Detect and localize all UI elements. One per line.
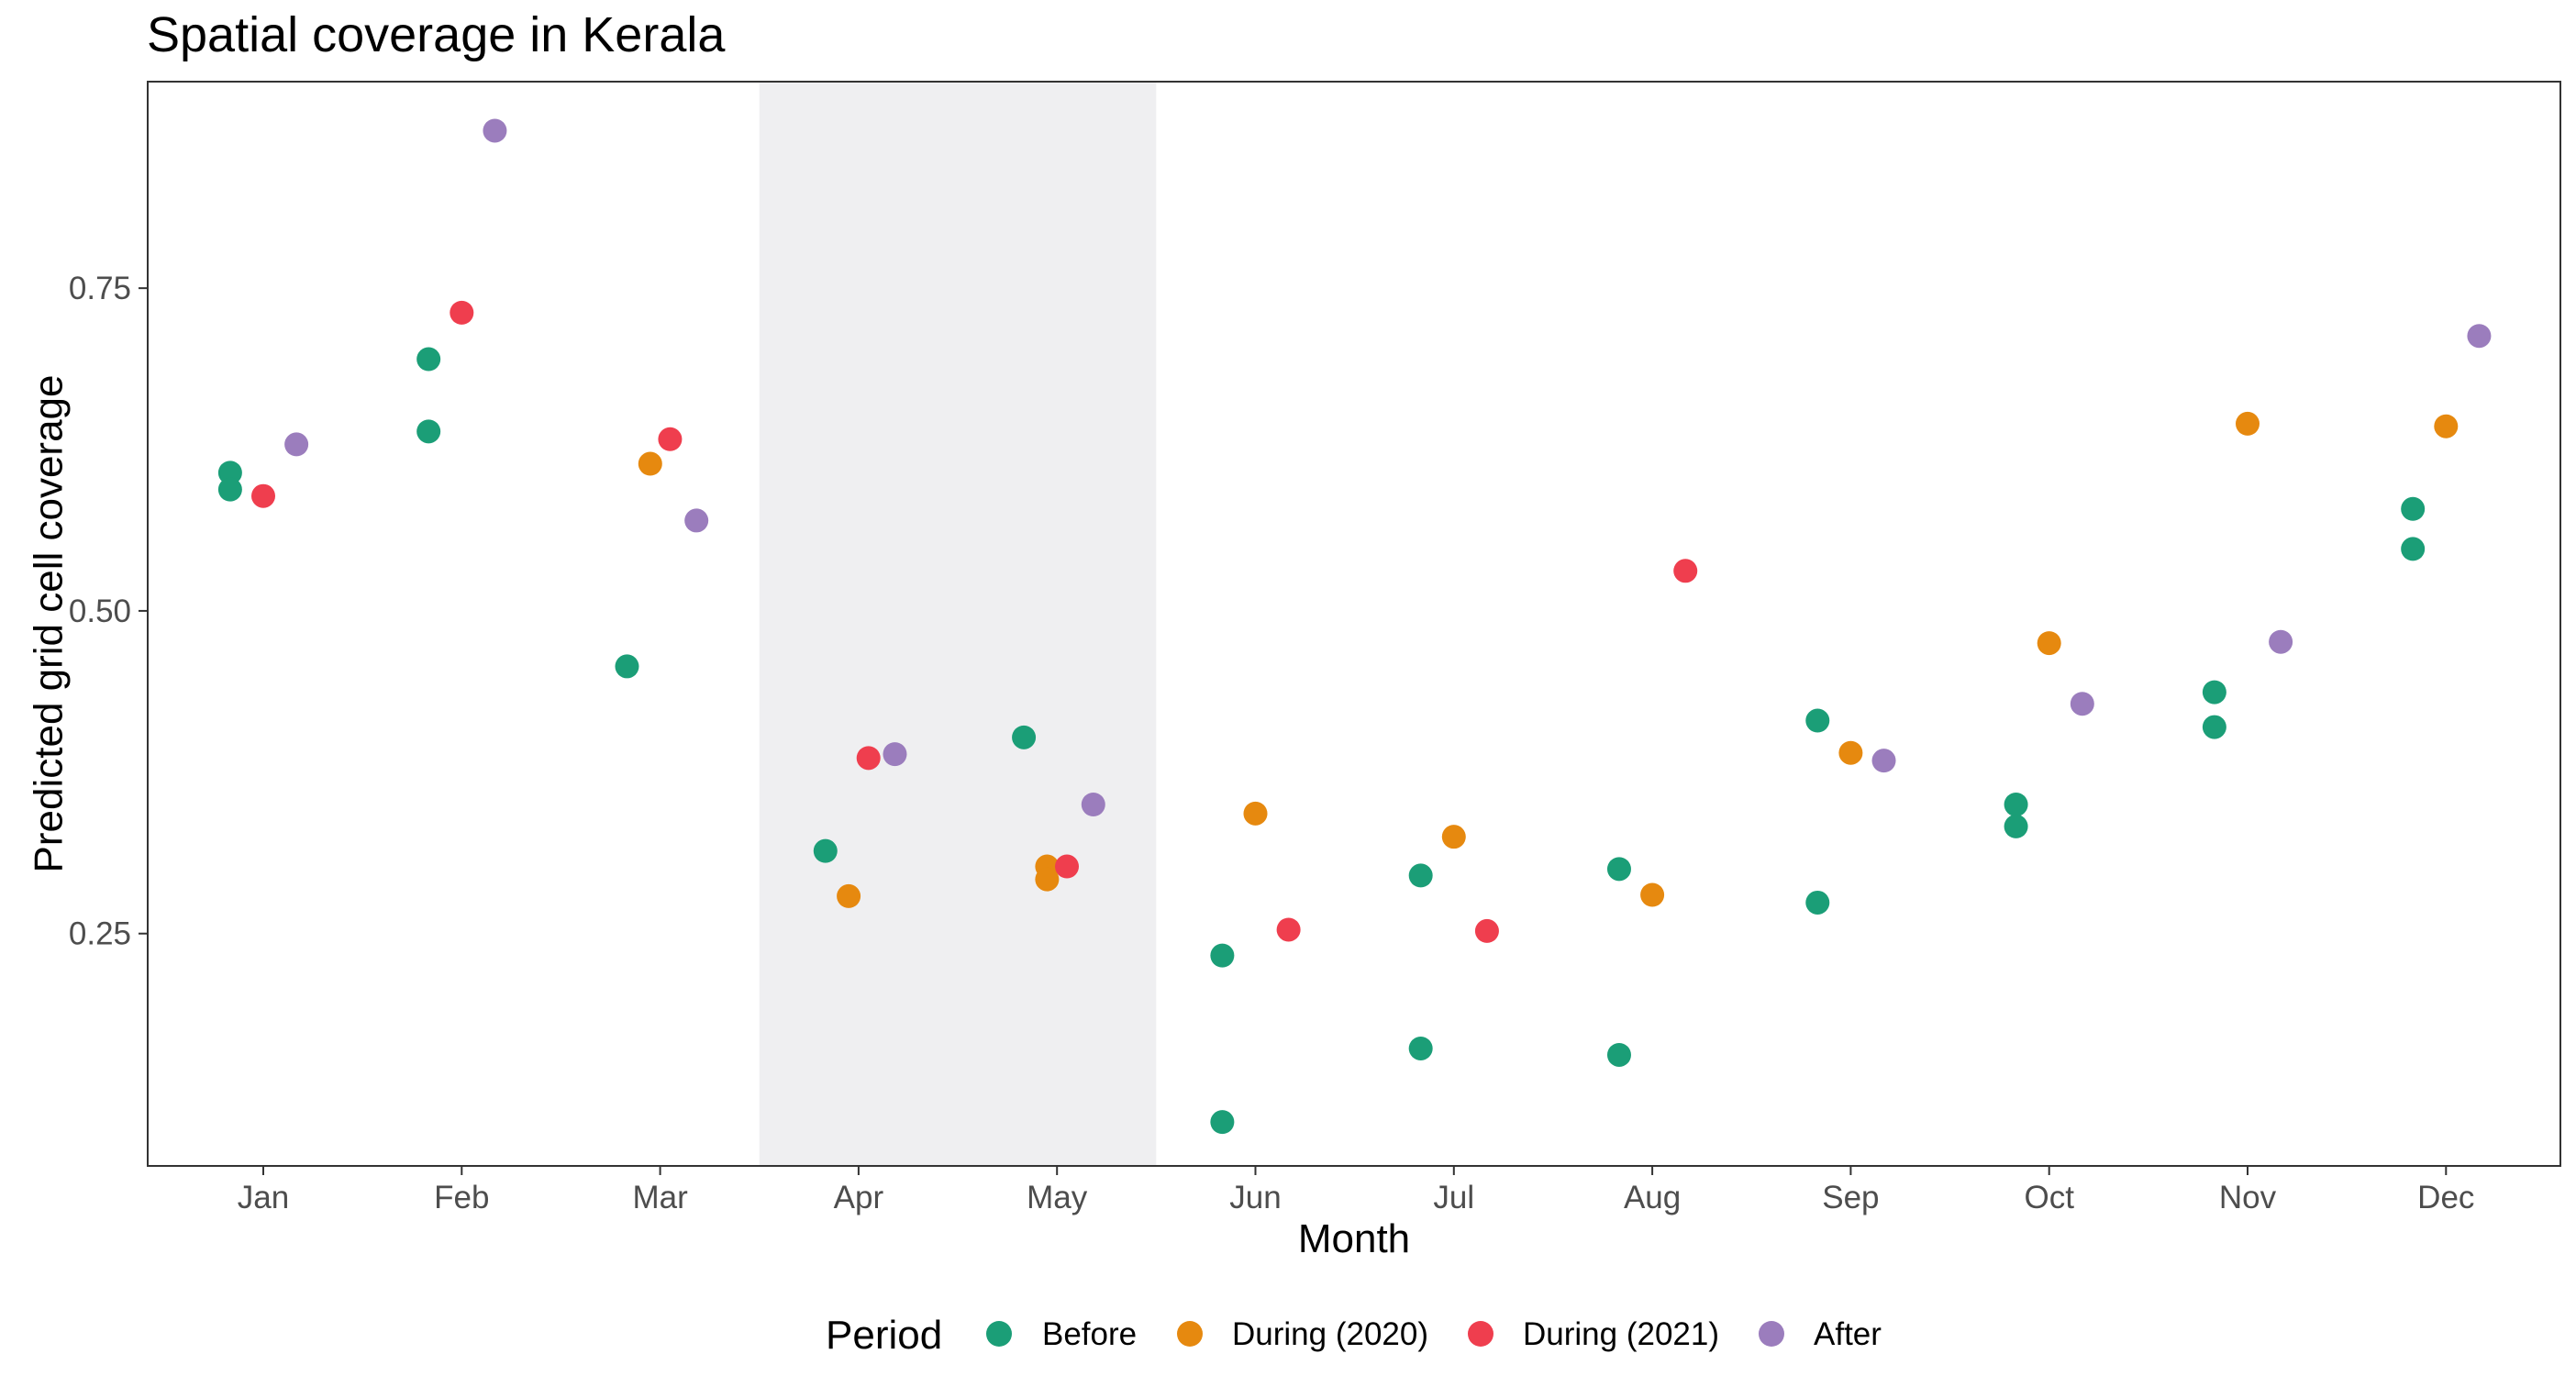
data-point [450,300,474,325]
data-point [684,508,709,533]
y-tick-label: 0.25 [69,916,131,952]
data-point [217,460,242,485]
data-point [1805,890,1830,915]
data-point [1606,1042,1631,1067]
data-point [658,427,683,451]
data-point [1871,749,1896,773]
x-tick-label: Jun [1229,1180,1281,1215]
data-point [2269,629,2293,654]
legend-label: Before [1042,1316,1137,1352]
data-point [2467,324,2492,349]
data-point [2004,814,2028,838]
data-point [2434,414,2459,438]
data-point [813,838,838,863]
data-point [217,477,242,502]
y-tick-label: 0.75 [69,271,131,306]
legend: Period Before During (2020) During (2021) A… [826,1313,1882,1358]
legend-label: After [1814,1316,1882,1352]
x-tick-label: Aug [1624,1180,1681,1215]
data-point [837,883,861,908]
x-tick-label: Apr [834,1180,884,1215]
plot-area: 0.25 0.50 0.75 Jan Feb Mar Apr May Jun Jul Aug Sep O… [69,81,2561,1215]
data-point [615,654,639,679]
x-tick-label: Sep [1822,1180,1879,1215]
data-point [1640,882,1665,907]
data-point [1243,801,1268,826]
legend-key [1468,1321,1493,1347]
x-tick-label: Dec [2417,1180,2474,1215]
legend-key [1177,1321,1203,1347]
data-point [1408,863,1433,888]
data-point [1210,1110,1235,1135]
data-point [1210,943,1235,968]
panel-border [147,81,2561,1167]
x-tick-label: Mar [632,1180,688,1215]
x-axis-title: Month [1298,1216,1410,1261]
data-point [883,742,907,767]
data-point [2070,692,2094,716]
x-tick-label: Jul [1433,1180,1474,1215]
data-point [284,432,309,457]
data-point [1606,857,1631,882]
y-axis-title: Predicted grid cell coverage [26,375,71,873]
data-point [1805,708,1830,733]
legend-label: During (2021) [1523,1316,1719,1352]
data-point [1673,559,1698,583]
x-tick-label: Nov [2219,1180,2277,1215]
data-point [2401,496,2426,521]
data-point [1441,825,1466,849]
data-point [416,419,441,444]
data-point [1012,725,1037,749]
data-point [1055,854,1080,879]
data-point [251,483,275,508]
data-point [638,451,662,476]
legend-title: Period [826,1313,942,1358]
legend-label: During (2020) [1232,1316,1428,1352]
data-point [1474,918,1499,943]
data-point [2236,411,2260,436]
legend-key [1759,1321,1784,1347]
x-tick-label: May [1027,1180,1088,1215]
data-point [2004,793,2028,816]
data-point [2202,680,2226,705]
data-point [483,118,507,143]
data-point [1081,793,1105,816]
data-point [1408,1036,1433,1060]
data-point [1035,867,1060,892]
x-tick-label: Jan [238,1180,289,1215]
y-tick-label: 0.50 [69,594,131,629]
data-point [2401,537,2426,561]
data-point [856,746,881,771]
shaded-region [759,82,1157,1166]
data-point [2202,715,2226,739]
x-tick-label: Feb [434,1180,489,1215]
x-tick-label: Oct [2024,1180,2074,1215]
data-point [1838,740,1863,765]
chart-title: Spatial coverage in Kerala [147,7,726,62]
data-point [416,347,441,372]
data-point [1276,917,1301,942]
legend-key [986,1321,1012,1347]
data-point [2037,631,2061,656]
